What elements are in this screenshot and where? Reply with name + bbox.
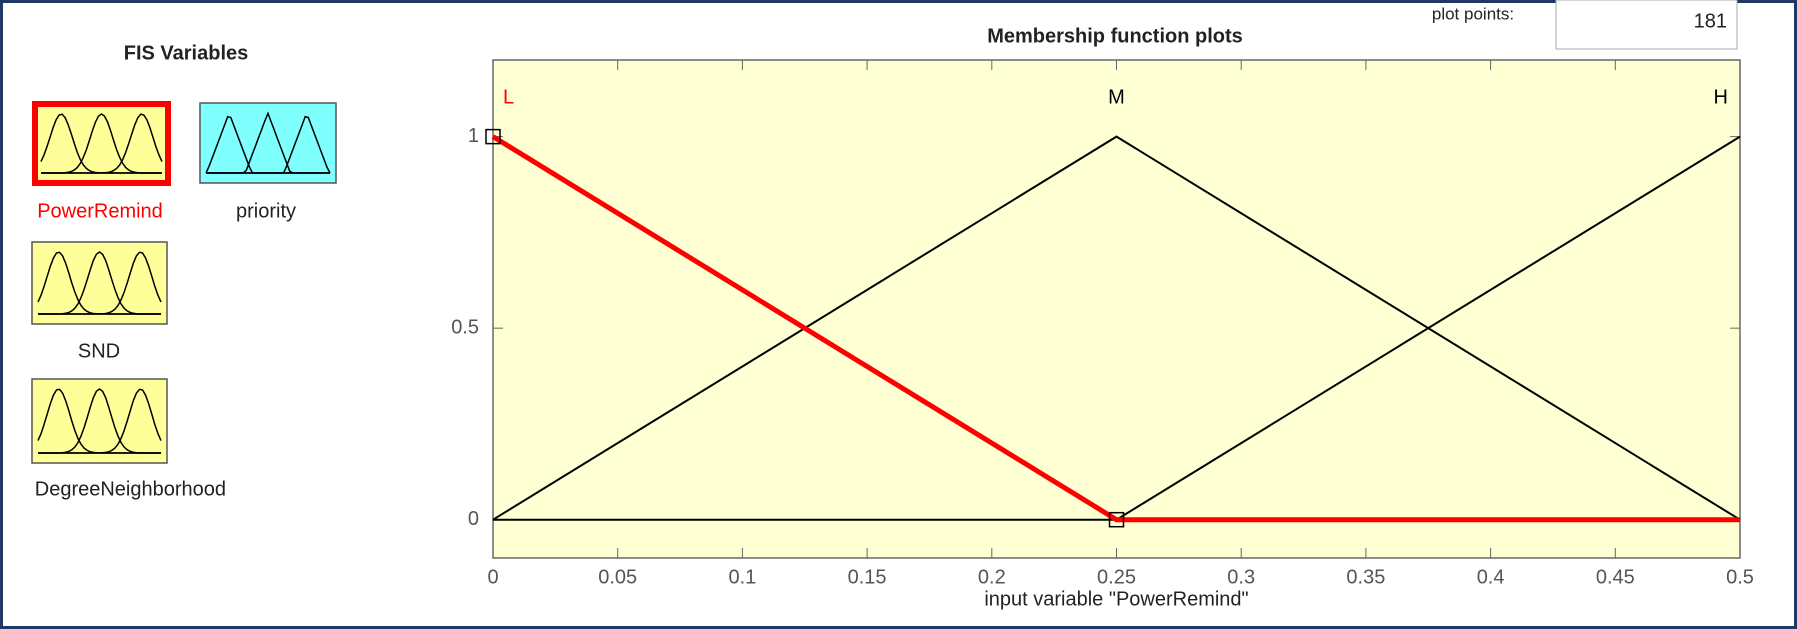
panel-title: FIS Variables [124, 42, 249, 64]
y-tick-label: 0.5 [451, 316, 479, 338]
icon-curve [38, 388, 162, 454]
variable-label[interactable]: PowerRemind [37, 200, 163, 222]
variable-label[interactable]: priority [236, 200, 296, 222]
icon-curve [41, 113, 163, 174]
control-point[interactable] [1108, 511, 1125, 528]
variable-icon[interactable] [32, 101, 171, 186]
plot-points-input[interactable] [1555, 0, 1738, 50]
x-tick-label: 0.45 [1596, 566, 1635, 588]
x-tick-label: 0.2 [978, 566, 1006, 588]
x-tick-label: 0.25 [1097, 566, 1136, 588]
y-tick-label: 0 [468, 508, 479, 530]
x-tick-label: 0.4 [1477, 566, 1505, 588]
mf-label[interactable]: L [503, 86, 514, 108]
x-tick-label: 0.35 [1346, 566, 1385, 588]
y-tick-label: 1 [468, 125, 479, 147]
control-point[interactable] [485, 128, 501, 145]
variable-label[interactable]: SND [78, 340, 120, 362]
plot-points-label: plot points: [1432, 4, 1514, 23]
variable-icon[interactable] [31, 241, 168, 325]
icon-curve [206, 115, 331, 174]
icon-curve [38, 251, 162, 315]
mf-label[interactable]: H [1714, 86, 1728, 108]
x-tick-label: 0.3 [1227, 566, 1255, 588]
variable-icon[interactable] [31, 378, 168, 464]
plot-points-value[interactable]: 181 [1694, 10, 1727, 32]
x-tick-label: 0.5 [1726, 566, 1754, 588]
variable-icon[interactable] [199, 102, 337, 184]
membership-function[interactable] [492, 135, 1741, 521]
mf-label[interactable]: M [1108, 86, 1125, 108]
x-tick-label: 0 [487, 566, 498, 588]
variable-label[interactable]: DegreeNeighborhood [35, 478, 226, 500]
plot-area [492, 59, 1741, 559]
x-axis-label: input variable "PowerRemind" [984, 588, 1248, 610]
variable-icons [31, 101, 337, 464]
chart-title: Membership function plots [987, 25, 1243, 47]
x-tick-label: 0.15 [848, 566, 887, 588]
x-tick-label: 0.1 [728, 566, 756, 588]
membership-function[interactable] [491, 134, 1740, 523]
plot: 0 0.05 0.1 0.15 0.2 0.25 0.3 0.35 0.4 0.45 0.5 0 0.5… [451, 59, 1754, 610]
x-tick-label: 0.05 [598, 566, 637, 588]
